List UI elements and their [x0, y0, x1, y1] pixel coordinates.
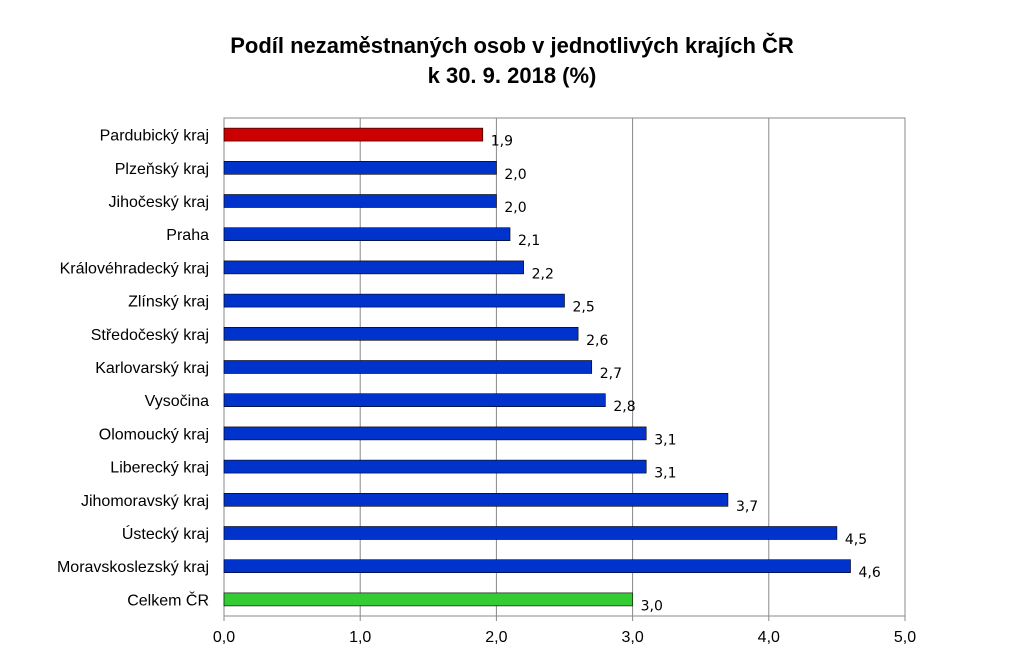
category-label: Celkem ČR	[127, 590, 209, 609]
category-label: Olomoucký kraj	[99, 426, 209, 443]
category-label: Moravskoslezský kraj	[57, 559, 209, 576]
category-label: Jihomoravský kraj	[81, 493, 209, 510]
bar	[223, 161, 497, 175]
category-label: Liberecký kraj	[110, 460, 209, 477]
data-label: 2,1	[518, 233, 540, 249]
category-label: Vysočina	[145, 393, 209, 410]
category-label: Královéhradecký kraj	[60, 260, 209, 277]
bar	[223, 127, 484, 142]
data-label: 2,2	[532, 266, 554, 282]
bar	[223, 326, 579, 341]
data-label: 3,1	[654, 432, 676, 448]
bar	[223, 260, 524, 275]
data-label: 2,6	[586, 333, 608, 349]
bar	[223, 227, 511, 241]
x-axis-ticks: 0,0 1,0 2,0 3,0 4,0 5,0	[213, 616, 916, 646]
data-label: 2,8	[613, 399, 635, 415]
x-tick-label: 5,0	[894, 629, 916, 646]
bar	[223, 360, 593, 374]
value-labels: 1,9 2,0 2,0 2,1 2,2 2,5 2,6 2,7 2,8 3,1 3,1 3,7 4,5 4…	[491, 134, 881, 615]
x-tick-label: 3,0	[621, 629, 643, 646]
category-label: Pardubický kraj	[100, 128, 209, 145]
bar	[223, 393, 606, 408]
x-tick-label: 2,0	[485, 629, 507, 646]
data-label: 3,7	[736, 499, 758, 515]
category-label: Zlínský kraj	[128, 294, 209, 311]
data-label: 3,1	[654, 466, 676, 482]
bar	[223, 592, 633, 607]
x-tick-label: 1,0	[349, 629, 371, 646]
data-label: 2,5	[573, 300, 595, 316]
bar	[223, 559, 851, 574]
data-label: 2,0	[504, 167, 526, 183]
data-label: 2,0	[504, 200, 526, 216]
bar	[223, 194, 497, 208]
chart-title-line1: Podíl nezaměstnaných osob v jednotlivých…	[230, 33, 794, 58]
data-label: 2,7	[600, 366, 622, 382]
bars	[223, 127, 851, 607]
bar	[223, 293, 565, 308]
bar	[223, 526, 838, 540]
category-label: Ústecký kraj	[122, 524, 209, 543]
category-label: Středočeský kraj	[91, 327, 209, 344]
category-label: Jihočeský kraj	[109, 194, 209, 211]
x-tick-label: 4,0	[758, 629, 780, 646]
category-labels: Pardubický kraj Plzeňský kraj Jihočeský kr…	[57, 128, 209, 610]
chart-title-line2: k 30. 9. 2018 (%)	[427, 63, 597, 88]
data-label: 4,5	[845, 532, 867, 548]
category-label: Praha	[166, 227, 209, 244]
data-label: 1,9	[491, 134, 513, 150]
x-tick-label: 0,0	[213, 629, 235, 646]
bar	[223, 426, 647, 441]
data-label: 3,0	[641, 598, 663, 614]
bar	[223, 492, 729, 507]
data-label: 4,6	[859, 565, 881, 581]
category-label: Plzeňský kraj	[115, 161, 209, 178]
category-label: Karlovarský kraj	[95, 360, 209, 377]
bar	[223, 459, 647, 474]
